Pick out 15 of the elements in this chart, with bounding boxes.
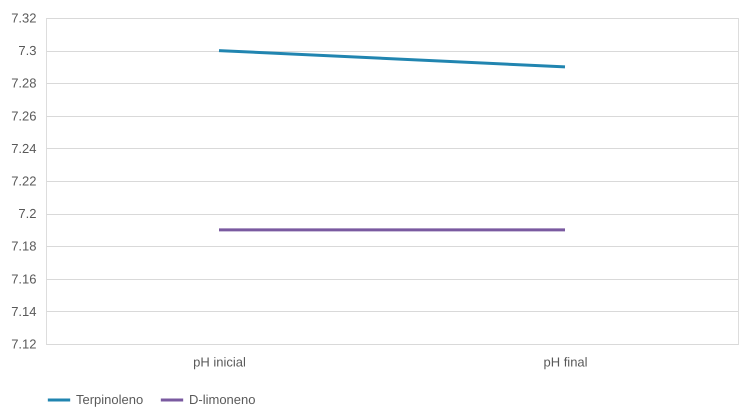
x-tick-label: pH final [543,354,588,370]
y-tick-label: 7.22 [11,174,36,188]
legend-label: D-limoneno [189,392,256,407]
x-tick-label: pH inicial [193,354,246,370]
y-tick-label: 7.26 [11,108,36,124]
y-tick-label: 7.32 [11,10,36,26]
y-tick-label: 7.24 [11,140,36,156]
legend-label: Terpinoleno [76,392,144,407]
y-tick-label: 7.3 [18,43,36,58]
y-tick-label: 7.16 [11,271,36,286]
y-tick-label: 7.28 [11,76,36,91]
y-tick-label: 7.12 [11,336,36,352]
y-tick-label: 7.18 [11,238,36,254]
y-tick-label: 7.2 [18,206,36,222]
y-tick-label: 7.14 [11,304,36,319]
